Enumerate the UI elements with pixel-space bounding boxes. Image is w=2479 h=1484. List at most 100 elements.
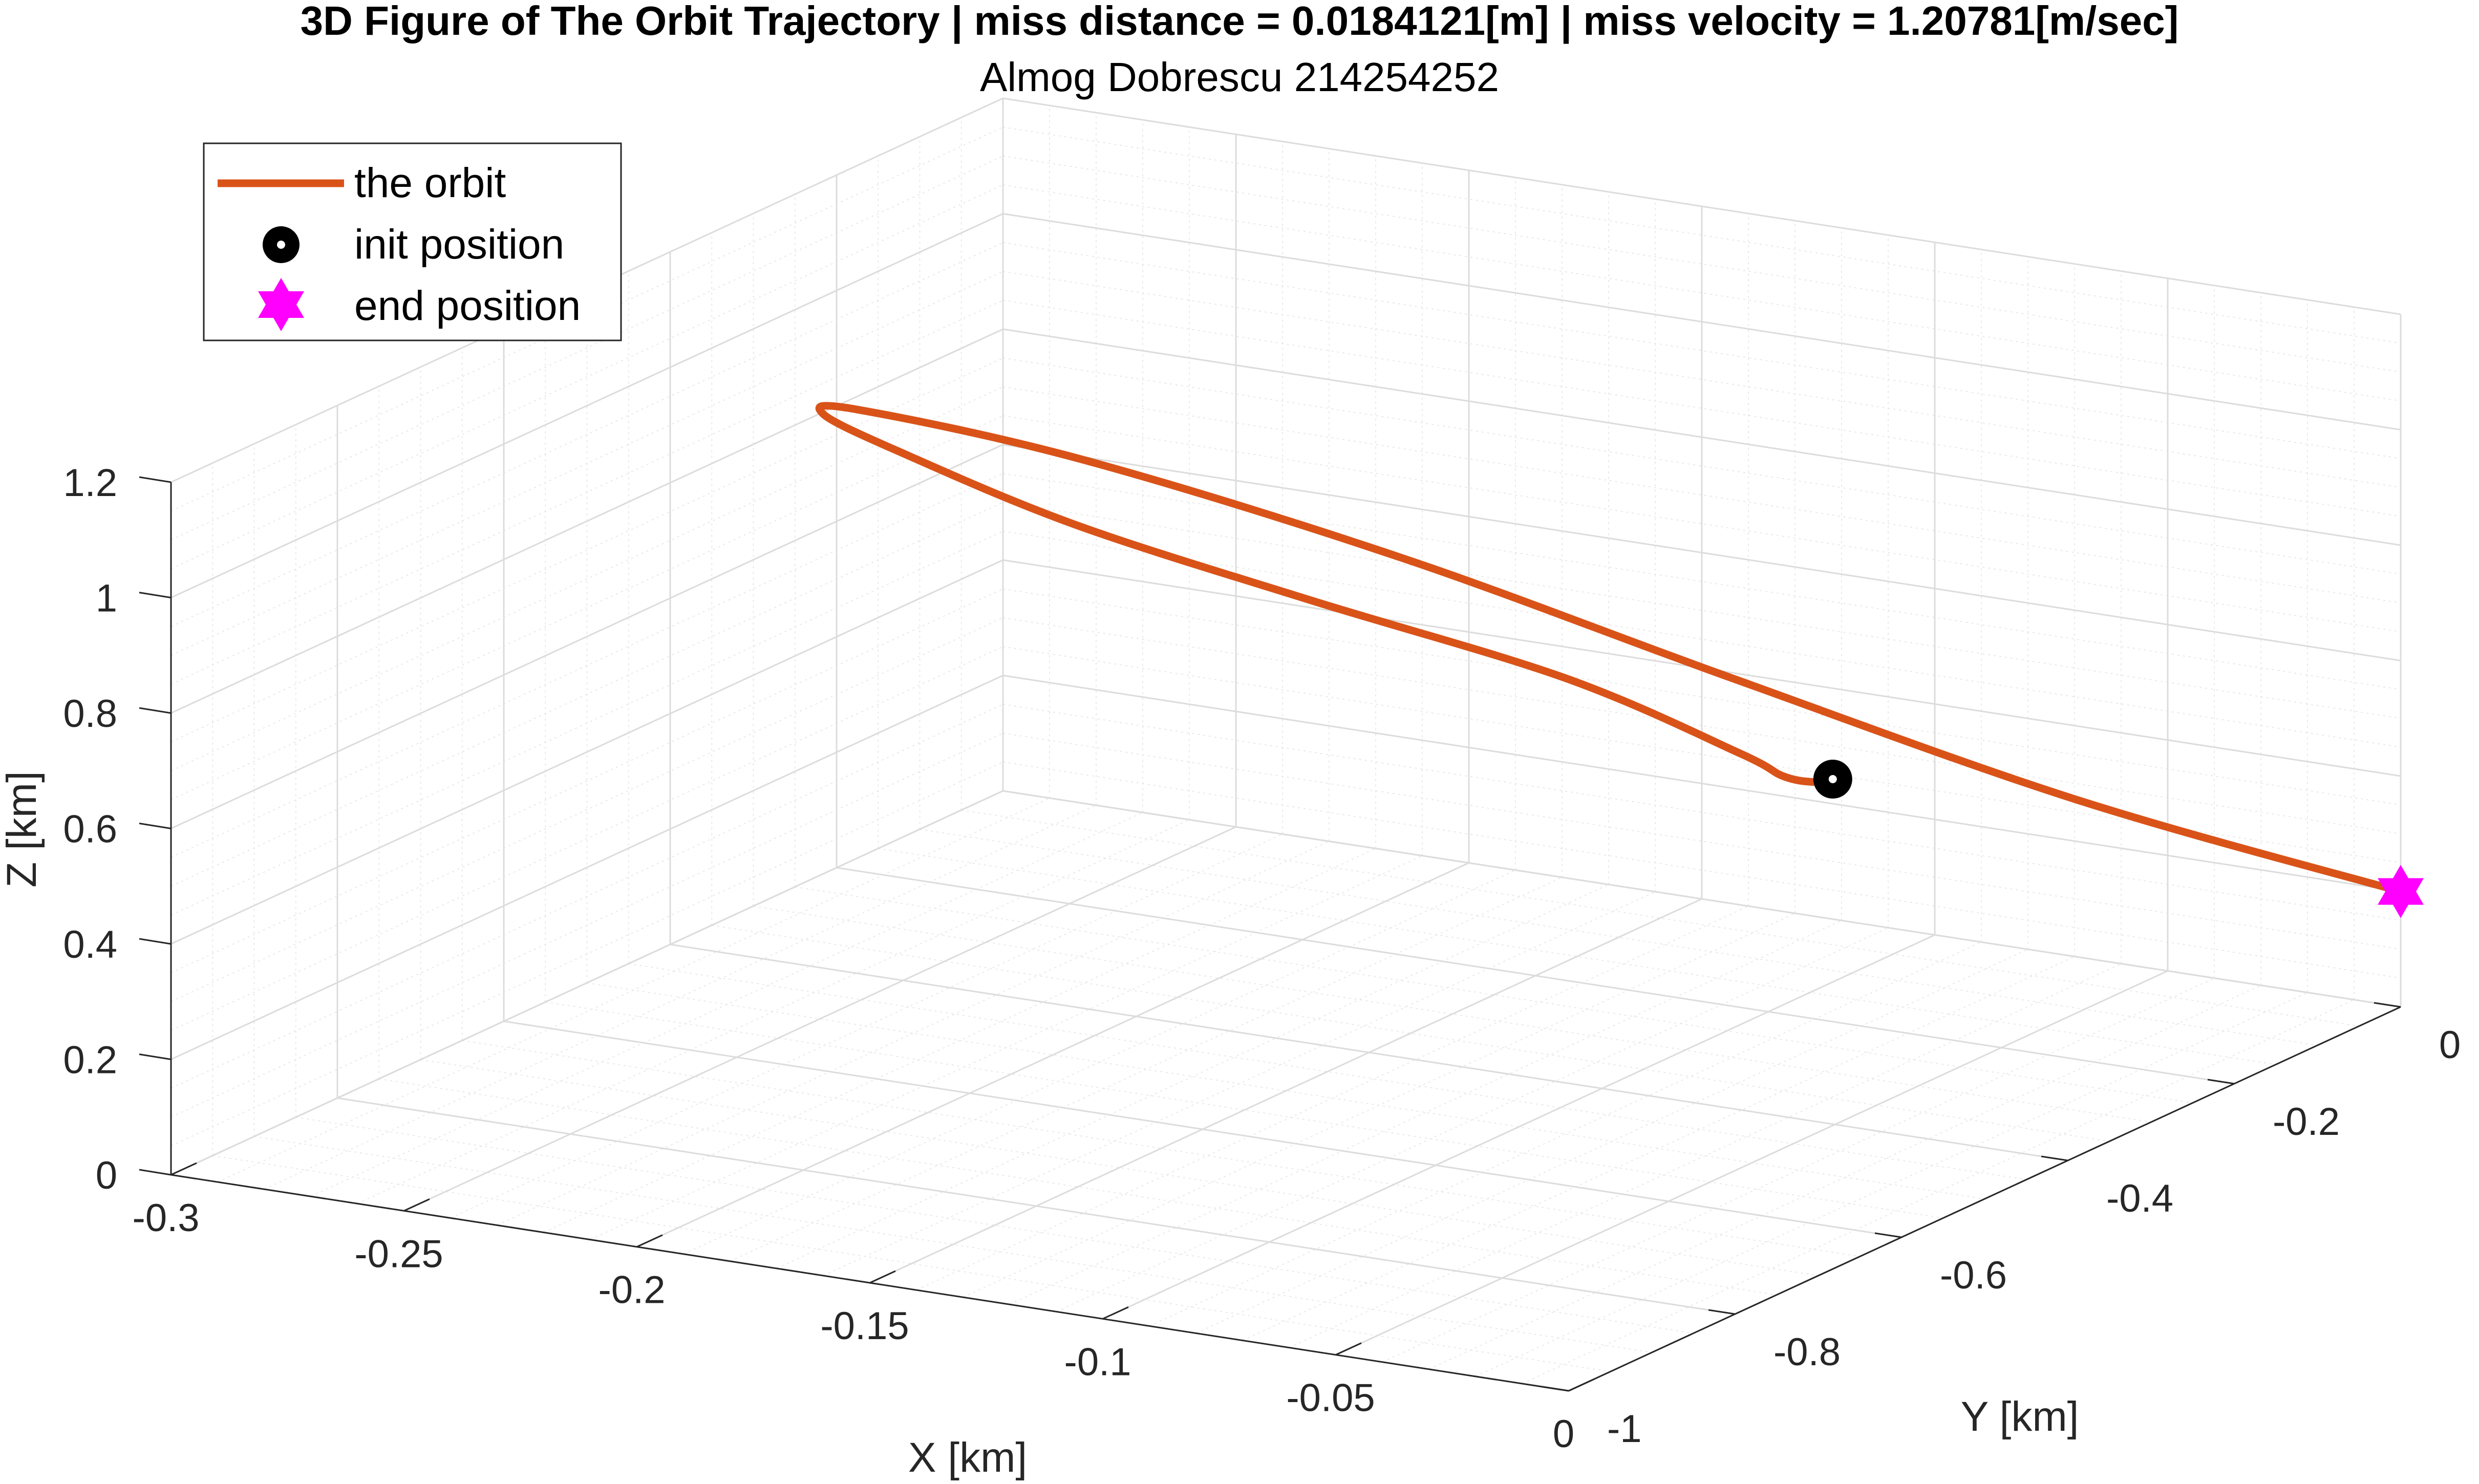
grid	[170, 97, 2402, 1392]
end-position-marker	[2378, 865, 2424, 918]
z-tick-mark	[139, 1169, 172, 1176]
x-tick-mark	[869, 1270, 896, 1284]
side-wall-minor-gridline	[170, 733, 1003, 1118]
floor-minor-gridline	[730, 876, 1563, 1262]
y-tick-mark	[2041, 1155, 2068, 1162]
floor-minor-gridline	[1382, 977, 2215, 1363]
y-axis-line	[1568, 1006, 2401, 1392]
plot-area	[815, 402, 2424, 918]
side-wall-gridline	[170, 559, 1003, 945]
chart-title: 3D Figure of The Orbit Trajectory | miss…	[301, 0, 2179, 44]
legend: the orbit init position end position	[203, 142, 622, 341]
floor-gridline	[1102, 934, 1935, 1320]
x-tick-mark	[170, 1162, 197, 1176]
z-tick-label: 1.2	[63, 461, 117, 505]
axes	[139, 476, 2401, 1392]
legend-label-end: end position	[354, 283, 581, 329]
legend-marker-init-center	[277, 241, 285, 249]
z-tick-mark	[139, 823, 172, 829]
x-tick-label: 0	[1553, 1412, 1574, 1456]
floor-minor-gridline	[916, 906, 1749, 1291]
y-tick-mark	[1874, 1232, 1902, 1238]
z-tick-mark	[139, 938, 172, 945]
side-wall-minor-gridline	[170, 357, 1003, 743]
back-wall-gridline	[1002, 328, 2401, 546]
side-wall-minor-gridline	[170, 761, 1003, 1147]
side-wall-minor-gridline	[170, 646, 1003, 1031]
side-wall-gridline	[170, 328, 1003, 714]
legend-label-orbit: the orbit	[354, 160, 506, 206]
y-tick-label: -0.6	[1940, 1254, 2007, 1297]
side-wall-minor-gridline	[170, 386, 1003, 771]
side-wall-gridline	[170, 675, 1003, 1060]
z-tick-mark	[139, 707, 172, 714]
side-wall-minor-gridline	[170, 184, 1003, 570]
floor-minor-gridline	[1522, 999, 2355, 1384]
tick-labels: -0.3 -0.25 -0.2 -0.15 -0.1 -0.05 0 -1 -0.8 -0.6 -0…	[63, 461, 2461, 1456]
floor-gridline	[503, 1020, 1902, 1238]
floor-minor-gridline	[264, 805, 1097, 1190]
side-wall-minor-gridline	[170, 588, 1003, 974]
floor-gridline	[636, 862, 1469, 1248]
init-position-marker-center	[1828, 775, 1837, 783]
x-tick-mark	[636, 1234, 663, 1248]
y-axis-label: Y [km]	[1961, 1393, 2079, 1440]
legend-label-init: init position	[354, 221, 564, 268]
floor-gridline	[670, 943, 2068, 1162]
side-wall-minor-gridline	[170, 299, 1003, 685]
y-tick-label: 0	[2439, 1023, 2461, 1067]
z-tick-label: 0.6	[63, 808, 117, 851]
y-tick-mark	[2374, 1002, 2401, 1008]
back-wall-gridline	[1002, 97, 2401, 315]
side-wall-minor-gridline	[170, 242, 1003, 627]
floor-minor-gridline	[1475, 992, 2308, 1377]
x-tick-label: -0.3	[133, 1196, 200, 1240]
z-tick-label: 0.2	[63, 1039, 117, 1082]
side-wall-gridline	[170, 444, 1003, 829]
side-wall-minor-gridline	[170, 155, 1003, 541]
back-wall-gridline	[1002, 444, 2401, 661]
floor-gridline	[836, 867, 2235, 1085]
side-wall-minor-gridline	[170, 415, 1003, 801]
z-tick-mark	[139, 592, 172, 598]
floor-minor-gridline	[1149, 941, 1982, 1327]
back-wall-gridline	[1002, 790, 2401, 1008]
floor-minor-gridline	[776, 884, 1609, 1269]
side-wall-minor-gridline	[170, 502, 1003, 887]
side-wall-minor-gridline	[170, 530, 1003, 916]
y-tick-label: -0.4	[2106, 1177, 2173, 1220]
z-tick-mark	[139, 476, 172, 483]
z-tick-label: 0	[96, 1154, 117, 1197]
x-tick-label: -0.25	[354, 1232, 443, 1276]
chart-subtitle: Almog Dobrescu 214254252	[980, 54, 1499, 100]
x-tick-label: -0.2	[599, 1268, 666, 1312]
floor-minor-gridline	[1242, 956, 2075, 1341]
x-tick-mark	[1102, 1306, 1129, 1320]
side-wall-gridline	[170, 790, 1003, 1176]
z-tick-label: 0.8	[63, 692, 117, 736]
side-wall-minor-gridline	[170, 703, 1003, 1089]
y-tick-label: -0.2	[2273, 1100, 2340, 1144]
z-tick-label: 0.4	[63, 923, 117, 966]
x-tick-label: -0.05	[1286, 1377, 1375, 1420]
floor-gridline	[1335, 970, 2168, 1356]
y-tick-label: -0.8	[1773, 1330, 1841, 1374]
z-tick-mark	[139, 1053, 172, 1060]
x-axis-label: X [km]	[908, 1434, 1027, 1481]
side-wall-minor-gridline	[170, 472, 1003, 858]
floor-gridline	[403, 826, 1236, 1212]
y-tick-mark	[1542, 1386, 1569, 1392]
y-tick-label: -1	[1607, 1407, 1642, 1451]
z-axis-label: Z [km]	[0, 771, 45, 888]
x-tick-mark	[1568, 1378, 1595, 1392]
side-wall-gridline	[170, 213, 1003, 598]
y-tick-mark	[2207, 1079, 2235, 1085]
floor-minor-gridline	[217, 798, 1050, 1182]
floor-minor-gridline	[357, 819, 1190, 1205]
floor-gridline	[337, 1097, 1736, 1315]
z-tick-label: 1	[96, 577, 117, 620]
floor-minor-gridline	[497, 841, 1330, 1226]
x-tick-mark	[403, 1198, 430, 1212]
x-tick-label: -0.15	[820, 1304, 909, 1348]
